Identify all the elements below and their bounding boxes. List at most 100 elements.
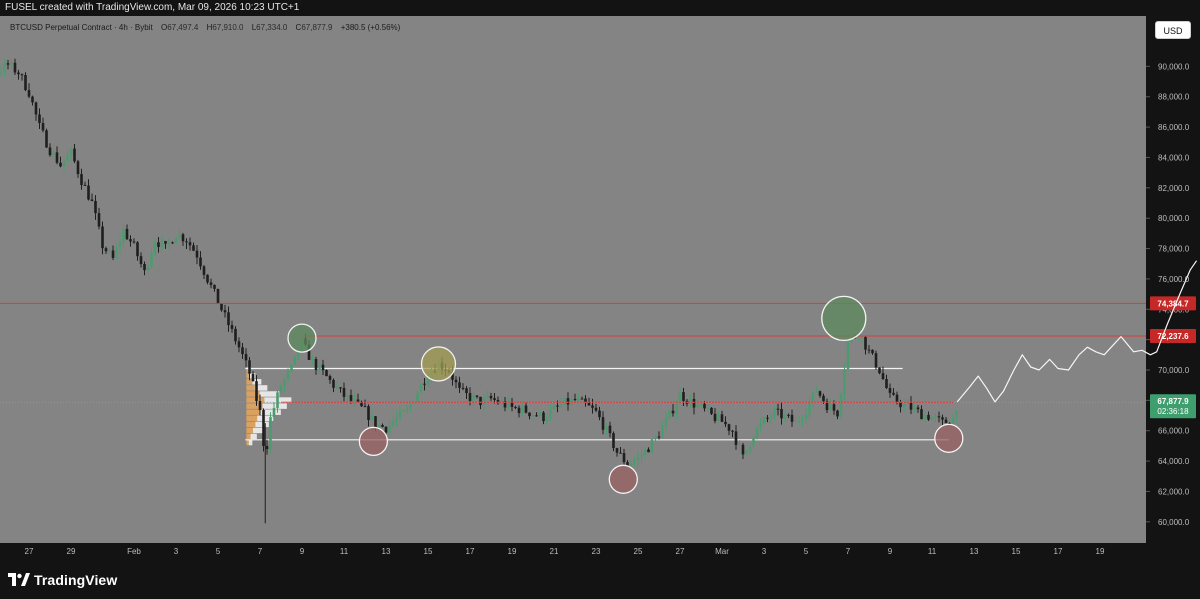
candle-body	[612, 433, 615, 449]
candle-body	[328, 376, 332, 380]
candle-body	[377, 425, 381, 428]
candle-body	[892, 392, 895, 395]
candle-body	[633, 460, 636, 464]
candle-body	[213, 284, 216, 289]
candle-body	[647, 449, 650, 453]
candle-body	[549, 409, 552, 418]
price-tick-label: 78,000.0	[1158, 245, 1190, 254]
price-tick-label: 60,000.0	[1158, 518, 1190, 527]
candle-body	[311, 359, 314, 361]
candle-body	[220, 303, 223, 311]
candle-body	[566, 398, 570, 405]
candle-body	[237, 341, 241, 348]
candle-body	[395, 417, 398, 422]
candle-body	[146, 266, 150, 271]
candle-body	[839, 394, 843, 417]
candle-body	[59, 162, 62, 167]
candle-body	[416, 392, 419, 402]
candle-body	[682, 392, 685, 401]
candle-body	[888, 388, 892, 393]
candle-body	[629, 463, 633, 467]
candle-body	[542, 412, 545, 422]
candle-body	[276, 392, 279, 409]
candle-body	[643, 449, 647, 455]
candle-body	[815, 391, 818, 393]
tradingview-logo[interactable]: TradingView	[8, 570, 117, 590]
candle-body	[143, 264, 146, 271]
candle-body	[171, 242, 174, 244]
candle-body	[255, 381, 258, 402]
footer-bar: TradingView	[0, 560, 1200, 599]
candle-body	[836, 410, 839, 417]
candle-body	[591, 405, 594, 408]
candle-body	[34, 102, 38, 115]
candle-body	[48, 147, 52, 156]
candle-body	[419, 383, 423, 393]
swing-low-marker	[358, 426, 389, 457]
candle-body	[451, 371, 454, 380]
candle-body	[717, 414, 720, 421]
candle-body	[605, 425, 608, 430]
volume-profile-bar-up	[262, 403, 287, 409]
candle-body	[286, 370, 290, 379]
candle-body	[475, 395, 479, 397]
volume-profile-bar	[246, 421, 256, 428]
price-level-label: 74,384.7	[1157, 299, 1189, 308]
candle-body	[468, 393, 472, 401]
time-tick-label: 11	[928, 547, 937, 556]
volume-profile-bar-up	[254, 385, 268, 391]
chart-area[interactable]: 60,000.062,000.064,000.066,000.068,000.0…	[0, 16, 1200, 560]
candle-body	[38, 114, 41, 124]
time-tick-label: 25	[634, 547, 643, 556]
candle-body	[454, 379, 458, 383]
candle-body	[493, 398, 496, 400]
time-tick-label: 27	[25, 547, 34, 556]
candle-body	[934, 416, 937, 418]
candle-body	[496, 399, 500, 404]
candle-body	[374, 416, 377, 428]
candle-body	[626, 462, 629, 467]
legend-high-label: H	[206, 23, 213, 32]
candle-body	[867, 349, 871, 351]
volume-profile-bar	[246, 366, 249, 373]
swing-low-marker	[608, 464, 638, 494]
candle-body	[31, 96, 34, 103]
candle-body	[349, 395, 353, 401]
chart-credit-text: FUSEL created with TradingView.com, Mar …	[5, 2, 300, 13]
candle-body	[66, 155, 69, 162]
candle-body	[248, 360, 251, 374]
candle-body	[759, 423, 762, 429]
legend-symbol: BTCUSD Perpetual Contract · 4h · Bybit	[10, 23, 153, 32]
price-chart[interactable]: 60,000.062,000.064,000.066,000.068,000.0…	[0, 16, 1200, 560]
candle-body	[398, 411, 402, 418]
candle-body	[307, 344, 311, 360]
volume-profile-bar	[246, 391, 260, 397]
candle-body	[521, 405, 524, 414]
price-tick-label: 64,000.0	[1158, 457, 1190, 466]
candle-body	[342, 387, 346, 397]
swing-high-marker	[821, 295, 867, 342]
candle-body	[594, 407, 598, 411]
candle-body	[76, 161, 80, 175]
price-level-label: 72,237.6	[1157, 332, 1189, 341]
time-axis-panel	[0, 543, 1146, 560]
candle-body	[727, 424, 731, 431]
candle-body	[10, 62, 13, 65]
currency-button[interactable]: USD	[1155, 21, 1191, 39]
candle-body	[335, 387, 339, 389]
candle-body	[472, 395, 475, 401]
candle-body	[675, 403, 678, 414]
time-tick-label: 9	[888, 547, 893, 556]
candle-body	[80, 174, 83, 185]
candle-body	[664, 418, 668, 427]
volume-profile-bar-up	[248, 439, 253, 446]
candle-body	[654, 436, 657, 440]
price-tick-label: 90,000.0	[1158, 62, 1190, 71]
candle-body	[356, 399, 360, 402]
candle-body	[69, 148, 73, 156]
candle-body	[234, 328, 237, 342]
candle-body	[241, 347, 244, 355]
price-tick-label: 80,000.0	[1158, 214, 1190, 223]
candle-body	[160, 241, 164, 247]
time-tick-label: 5	[804, 547, 809, 556]
